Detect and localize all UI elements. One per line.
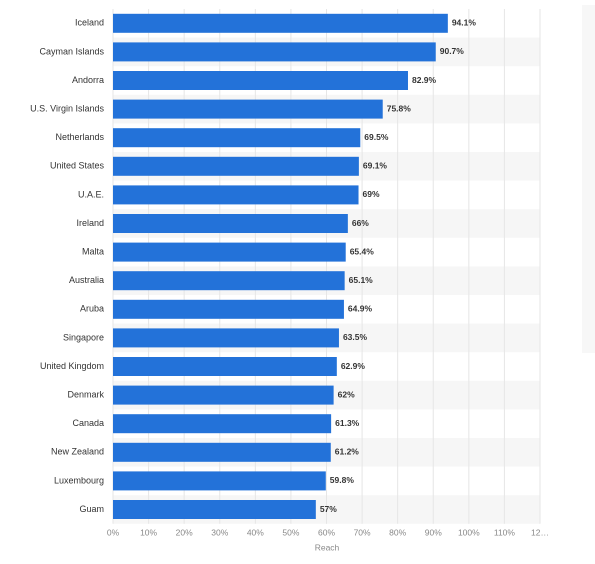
- x-tick-label: 100%: [458, 527, 480, 537]
- y-tick-label: New Zealand: [51, 447, 104, 457]
- value-label: 90.7%: [440, 46, 465, 56]
- bar: [113, 385, 334, 405]
- bar: [113, 185, 359, 205]
- x-tick-label: 70%: [354, 527, 371, 537]
- x-tick-label: 12…: [531, 527, 549, 537]
- value-label: 62.9%: [341, 361, 366, 371]
- y-tick-label: Guam: [79, 504, 104, 514]
- value-label: 64.9%: [348, 304, 373, 314]
- y-tick-label: Ireland: [76, 218, 104, 228]
- bar: [113, 214, 348, 233]
- y-tick-label: Cayman Islands: [39, 46, 104, 56]
- bar: [113, 442, 331, 462]
- y-tick-label: Singapore: [63, 332, 104, 342]
- x-tick-label: 80%: [389, 527, 406, 537]
- y-tick-label: Netherlands: [55, 132, 104, 142]
- value-label: 57%: [320, 504, 337, 514]
- y-tick-label: Denmark: [67, 389, 104, 399]
- bar: [113, 328, 339, 348]
- bar: [113, 271, 345, 291]
- bar: [113, 13, 448, 33]
- bar: [113, 99, 383, 119]
- bar: [113, 156, 359, 176]
- bar: [113, 42, 436, 62]
- y-tick-label: Luxembourg: [54, 475, 104, 485]
- side-panel: [582, 5, 595, 353]
- y-tick-label: Aruba: [80, 304, 104, 314]
- x-tick-label: 90%: [425, 527, 442, 537]
- x-tick-label: 10%: [140, 527, 157, 537]
- bar: [113, 71, 408, 90]
- value-label: 61.3%: [335, 418, 360, 428]
- y-tick-label: Australia: [69, 275, 104, 285]
- bar: [113, 500, 316, 519]
- bar: [113, 299, 344, 319]
- x-tick-label: 60%: [318, 527, 335, 537]
- x-tick-label: 20%: [176, 527, 193, 537]
- value-label: 94.1%: [452, 18, 477, 28]
- value-label: 65.4%: [350, 246, 375, 256]
- value-label: 82.9%: [412, 75, 437, 85]
- x-tick-label: 0%: [107, 527, 120, 537]
- bar: [113, 242, 346, 262]
- y-tick-label: Andorra: [72, 75, 104, 85]
- value-label: 75.8%: [387, 103, 412, 113]
- value-label: 69.5%: [364, 132, 389, 142]
- value-label: 63.5%: [343, 332, 368, 342]
- value-label: 62%: [338, 389, 355, 399]
- y-tick-label: United Kingdom: [40, 361, 104, 371]
- bar: [113, 357, 337, 376]
- y-tick-label: Malta: [82, 246, 104, 256]
- bar: [113, 414, 332, 434]
- y-tick-label: Iceland: [75, 18, 104, 28]
- y-tick-label: Canada: [72, 418, 104, 428]
- bar: [113, 471, 326, 491]
- value-label: 61.2%: [335, 447, 360, 457]
- value-label: 66%: [352, 218, 369, 228]
- value-label: 59.8%: [330, 475, 355, 485]
- y-tick-label: U.A.E.: [78, 189, 104, 199]
- x-axis-label: Reach: [315, 542, 340, 552]
- value-label: 65.1%: [349, 275, 374, 285]
- value-label: 69%: [363, 189, 380, 199]
- x-tick-label: 50%: [282, 527, 299, 537]
- x-tick-label: 40%: [247, 527, 264, 537]
- x-tick-label: 110%: [494, 527, 516, 537]
- y-tick-label: U.S. Virgin Islands: [30, 103, 104, 113]
- x-tick-label: 30%: [211, 527, 228, 537]
- y-tick-label: United States: [50, 161, 105, 171]
- value-label: 69.1%: [363, 161, 388, 171]
- bar: [113, 128, 361, 148]
